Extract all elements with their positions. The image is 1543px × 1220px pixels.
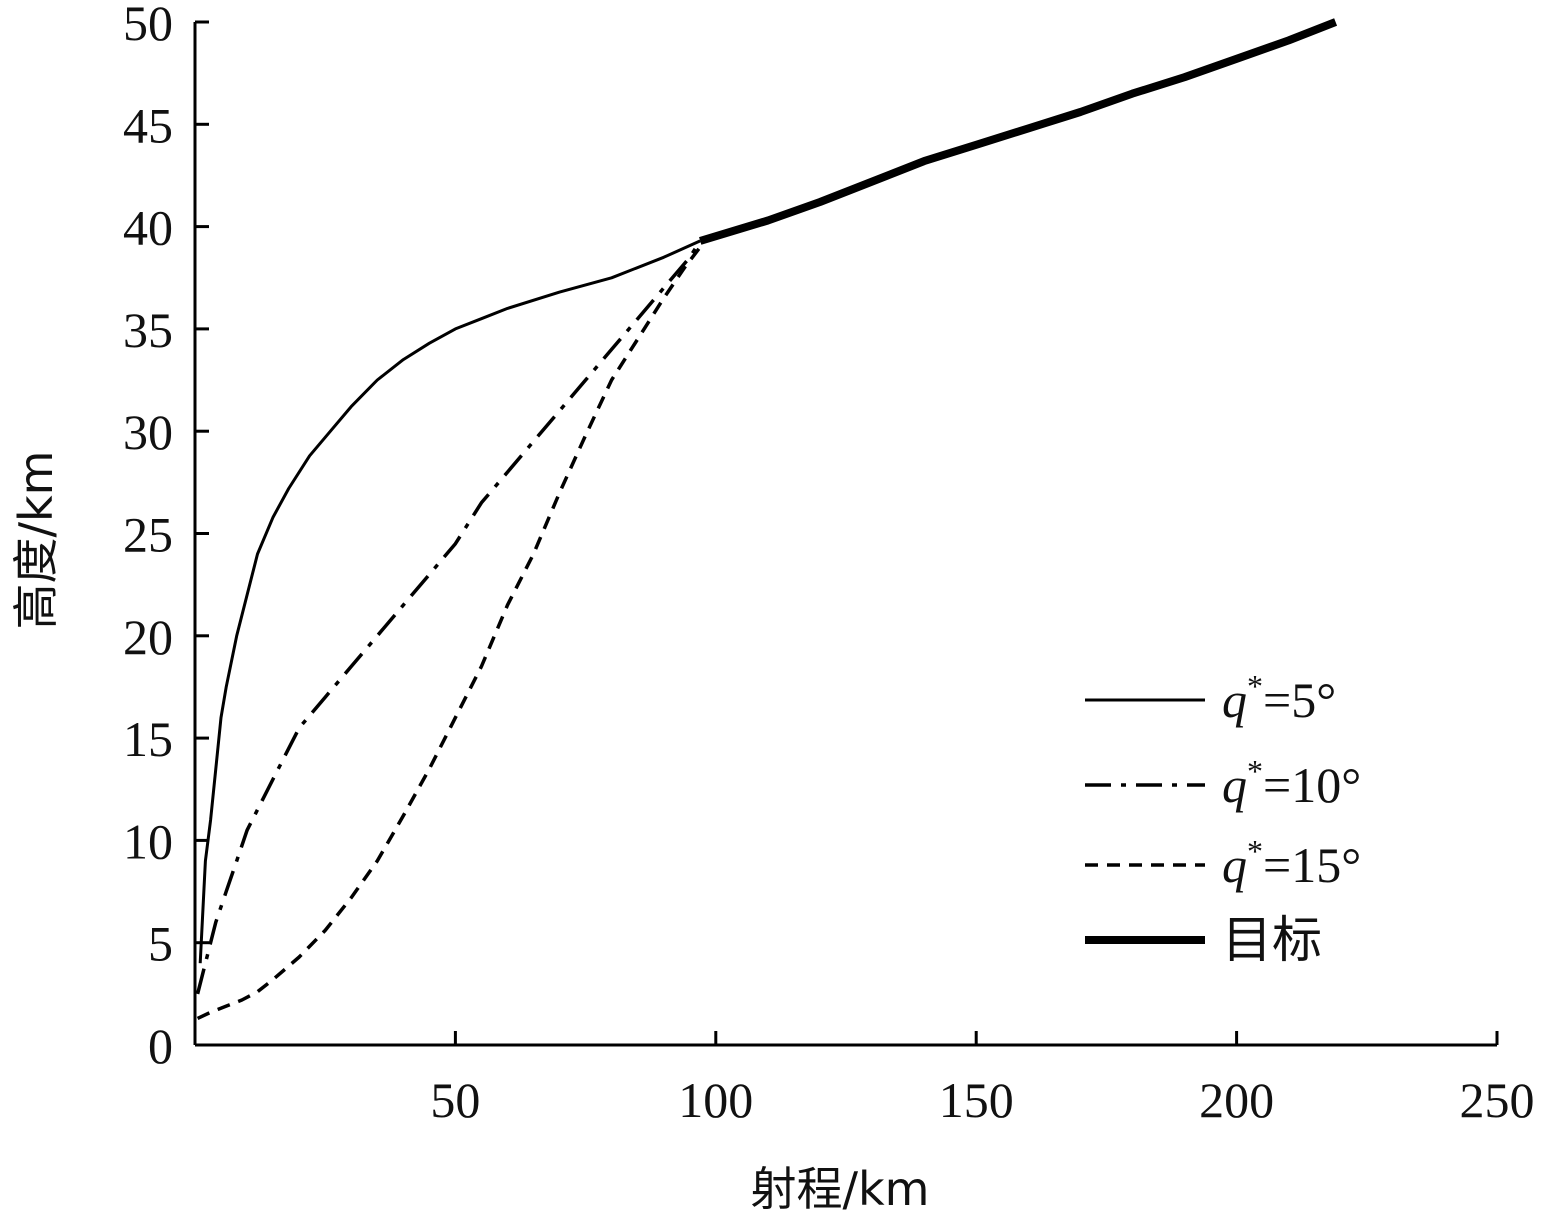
x-tick-label: 250 — [1460, 1072, 1535, 1128]
legend-label-3: 目标 — [1222, 912, 1322, 968]
legend-label-0: q*=5° — [1222, 668, 1336, 728]
y-tick-label: 0 — [148, 1018, 173, 1074]
y-axis-title: 高度/km — [9, 451, 63, 630]
legend: q*=5°q*=10°q*=15°目标 — [1085, 668, 1361, 968]
y-tick-label: 50 — [123, 0, 173, 51]
y-tick-label: 25 — [123, 507, 173, 563]
legend-label-value: =5° — [1263, 672, 1336, 728]
legend-label-value: =10° — [1263, 757, 1361, 813]
y-tick-label: 40 — [123, 200, 173, 256]
series-line-1 — [195, 239, 702, 995]
series-line-3 — [699, 18, 1338, 245]
legend-label-var: q — [1222, 672, 1247, 728]
x-tick-label: 100 — [678, 1072, 753, 1128]
x-tick-label: 150 — [939, 1072, 1014, 1128]
legend-label-sup: * — [1247, 833, 1263, 869]
x-tick-label: 200 — [1199, 1072, 1274, 1128]
y-tick-label: 45 — [123, 97, 173, 153]
y-tick-label: 15 — [123, 711, 173, 767]
legend-label-var: q — [1222, 837, 1247, 893]
y-tick-label: 10 — [123, 813, 173, 869]
legend-label-value: =15° — [1263, 837, 1361, 893]
x-axis-title: 射程/km — [751, 1162, 930, 1216]
y-tick-label: 35 — [123, 302, 173, 358]
legend-label-2: q*=15° — [1222, 833, 1361, 893]
y-tick-label: 30 — [123, 404, 173, 460]
y-tick-label: 5 — [148, 916, 173, 972]
legend-label-sup: * — [1247, 668, 1263, 704]
legend-label-1: q*=10° — [1222, 753, 1361, 813]
y-tick-label: 20 — [123, 609, 173, 665]
x-ticks: 50 100 150 200 250 — [430, 1031, 1535, 1128]
series-layer — [195, 18, 1338, 1020]
x-tick-label: 50 — [430, 1072, 480, 1128]
series-line-0 — [198, 239, 701, 964]
y-ticks: 0 5 10 15 20 25 30 35 40 45 50 — [123, 0, 209, 1074]
legend-label-sup: * — [1247, 753, 1263, 789]
legend-label-var: q — [1222, 757, 1247, 813]
series-line-2 — [196, 246, 702, 1020]
